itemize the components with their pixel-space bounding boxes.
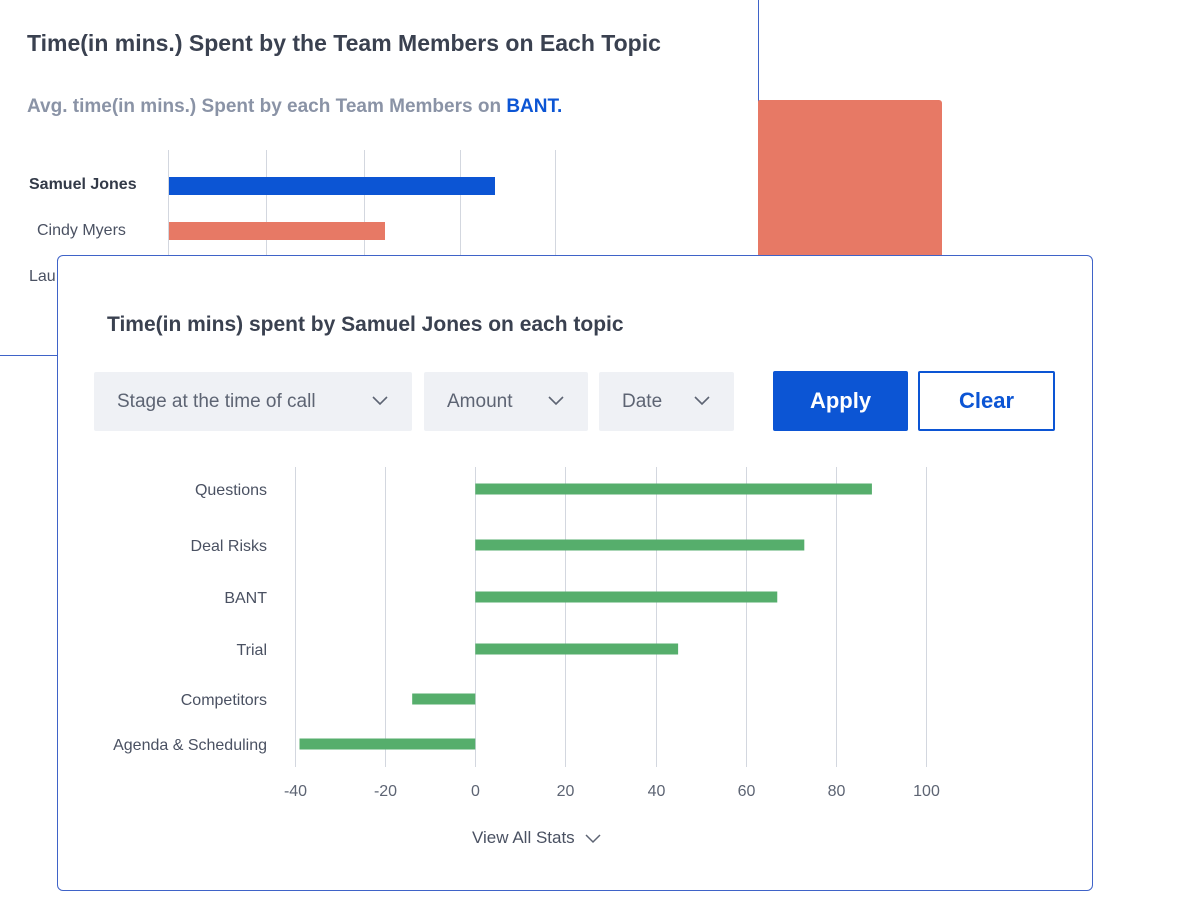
category-label: Questions — [195, 482, 267, 499]
view-all-stats-label: View All Stats — [472, 828, 575, 847]
x-tick-label: 20 — [557, 783, 575, 800]
topic-bar[interactable] — [299, 738, 476, 750]
x-tick-label: 80 — [828, 783, 846, 800]
chevron-down-icon — [548, 396, 564, 406]
bg-gridline — [460, 150, 461, 270]
chevron-down-icon — [694, 396, 710, 406]
clear-button[interactable]: Clear — [918, 371, 1055, 431]
topic-bar[interactable] — [475, 483, 872, 495]
member-label-samuel[interactable]: Samuel Jones — [29, 176, 137, 193]
x-tick-label: 100 — [913, 783, 940, 800]
modal-title: Time(in mins) spent by Samuel Jones on e… — [107, 313, 624, 336]
stage-filter-label: Stage at the time of call — [117, 390, 316, 412]
category-label: BANT — [224, 590, 267, 607]
subtitle-prefix: Avg. time(in mins.) Spent by each Team M… — [27, 96, 502, 117]
x-tick-label: 60 — [738, 783, 756, 800]
subtitle-topic: BANT. — [506, 96, 563, 117]
topic-bar[interactable] — [475, 539, 805, 551]
category-label: Trial — [236, 642, 267, 659]
date-filter-label: Date — [622, 390, 663, 412]
topic-bar[interactable] — [475, 643, 679, 655]
chevron-down-icon — [372, 396, 388, 406]
bg-gridline — [555, 150, 556, 270]
team-time-subtitle: Avg. time(in mins.) Spent by each Team M… — [27, 96, 562, 118]
bg-gridline — [266, 150, 267, 270]
x-tick-label: -20 — [374, 783, 397, 800]
x-tick-label: 40 — [648, 783, 666, 800]
background-bar-block — [758, 100, 942, 270]
x-tick-label: 0 — [471, 783, 480, 800]
amount-filter-label: Amount — [447, 390, 513, 412]
topic-time-chart: -40 -20 0 20 40 60 80 100 Questions Deal Risks BAN… — [113, 467, 940, 800]
x-tick-label: -40 — [284, 783, 307, 800]
category-label: Deal Risks — [191, 538, 267, 555]
team-time-title: Time(in mins.) Spent by the Team Members… — [27, 30, 661, 56]
apply-button[interactable]: Apply — [773, 371, 908, 431]
topic-bar[interactable] — [412, 693, 476, 705]
member-topic-modal: Time(in mins) spent by Samuel Jones on e… — [57, 255, 1093, 891]
amount-filter-dropdown[interactable]: Amount — [424, 372, 588, 431]
date-filter-dropdown[interactable]: Date — [599, 372, 734, 431]
member-bar-samuel[interactable] — [169, 177, 495, 195]
category-label: Competitors — [181, 692, 267, 709]
bg-gridline — [364, 150, 365, 270]
member-bar-cindy[interactable] — [169, 222, 385, 240]
chevron-down-icon — [585, 833, 601, 843]
view-all-stats-button[interactable]: View All Stats — [472, 828, 601, 848]
bg-gridline — [168, 150, 169, 270]
member-label-cindy[interactable]: Cindy Myers — [37, 222, 126, 239]
stage-filter-dropdown[interactable]: Stage at the time of call — [94, 372, 412, 431]
category-label: Agenda & Scheduling — [113, 737, 267, 754]
topic-bar[interactable] — [475, 591, 778, 603]
member-label-partial[interactable]: Lau — [29, 268, 56, 285]
